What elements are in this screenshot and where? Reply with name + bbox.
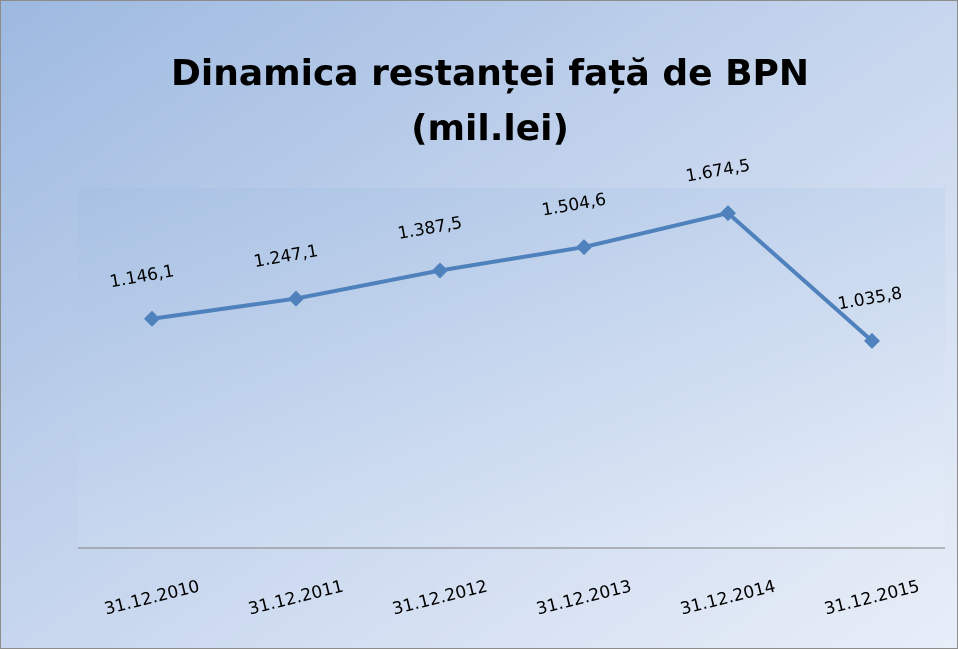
data-point — [720, 205, 736, 222]
data-point — [576, 239, 592, 256]
data-point — [432, 262, 448, 279]
chart-title: (mil.lei) — [411, 108, 569, 149]
plot-area — [78, 188, 945, 548]
data-point — [288, 290, 304, 307]
chart-title: Dinamica restanței față de BPN — [171, 53, 809, 94]
data-point — [144, 310, 160, 327]
data-point — [864, 332, 880, 349]
data-line — [151, 211, 874, 343]
